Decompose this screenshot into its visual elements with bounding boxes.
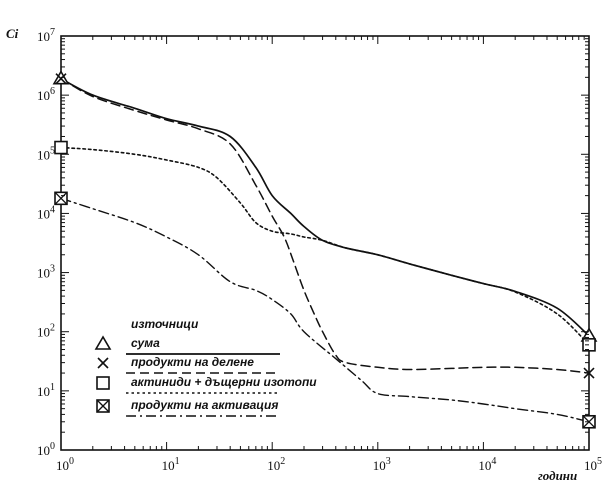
series-line-2 <box>60 146 590 346</box>
boxed-x-marker-stroke <box>96 399 110 413</box>
y-axis-label: Ci <box>6 26 19 41</box>
legend-title: източници <box>131 317 199 331</box>
legend-marker-1 <box>97 357 109 369</box>
triangle-marker-shape <box>94 335 112 350</box>
y-tick-label: 100 <box>37 441 55 458</box>
series-start-marker-3 <box>54 191 68 206</box>
legend-label-3: продукти на активация <box>131 398 278 412</box>
x-marker-stroke <box>55 73 67 85</box>
series-start-marker-1 <box>55 73 67 85</box>
legend-label-2: актиниди + дъщерни изотопи <box>131 375 317 389</box>
y-tick-label: 104 <box>37 204 55 221</box>
x-tick-label: 103 <box>373 456 391 473</box>
data-lines <box>60 77 590 423</box>
legend-marker-2 <box>96 376 110 390</box>
x-tick-label: 100 <box>56 456 74 473</box>
x-tick-label: 102 <box>267 456 285 473</box>
y-tick-label: 107 <box>37 27 55 44</box>
x-marker-stroke <box>97 357 109 369</box>
square-marker-shape <box>96 376 110 390</box>
series-start-marker-2 <box>54 140 68 155</box>
legend-label-0: сума <box>131 336 160 350</box>
y-tick-label: 106 <box>37 86 55 103</box>
legend: източници сума продукти на делене актиниди … <box>94 317 317 417</box>
series-line-3 <box>60 197 590 423</box>
series-line-1 <box>60 77 590 374</box>
x-tick-label: 105 <box>584 456 602 473</box>
x-tick-label: 101 <box>162 456 180 473</box>
square-marker-shape <box>54 140 68 155</box>
axis-ticks: 100 101 102 103 104 105 100 101 102 103 104 105 106 1… <box>37 27 602 473</box>
legend-label-1: продукти на делене <box>131 355 254 369</box>
legend-marker-0 <box>94 335 112 350</box>
y-tick-label: 102 <box>37 323 55 340</box>
legend-marker-3 <box>96 399 110 413</box>
plot-border <box>60 35 590 451</box>
x-axis-label: години <box>538 468 577 483</box>
y-tick-label: 105 <box>37 145 55 162</box>
x-tick-label: 104 <box>478 456 496 473</box>
series-line-0 <box>60 77 590 337</box>
y-tick-label: 103 <box>37 264 55 281</box>
y-tick-label: 101 <box>37 382 55 399</box>
plot-area <box>60 35 590 451</box>
boxed-x-marker-stroke <box>54 191 68 205</box>
